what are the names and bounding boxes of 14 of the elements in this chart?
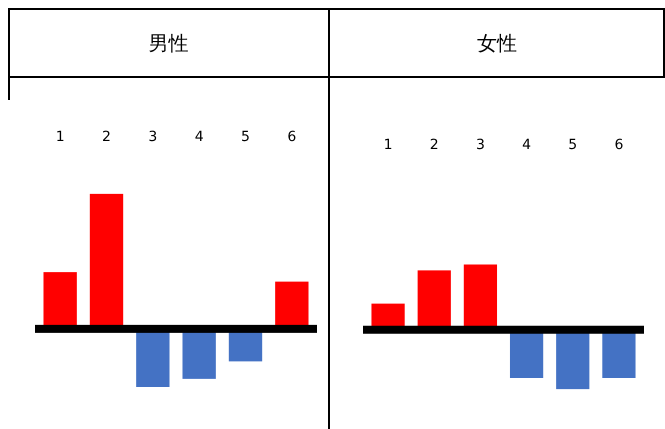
x-tick-label: 3 <box>148 129 158 146</box>
x-tick-label: 6 <box>287 129 296 146</box>
x-tick-label: 3 <box>476 137 485 154</box>
x-tick-label: 6 <box>614 137 624 154</box>
x-tick-label: 4 <box>194 129 204 146</box>
x-tick-label: 4 <box>522 137 532 154</box>
x-tick-label: 2 <box>102 129 111 146</box>
x-tick-label: 1 <box>384 137 393 154</box>
chart-title: 男性 <box>8 8 329 78</box>
chart-title: 女性 <box>329 8 665 78</box>
x-tick-label: 5 <box>241 129 250 146</box>
x-tick-label: 1 <box>56 129 65 146</box>
x-tick-label: 2 <box>430 137 439 154</box>
x-tick-label: 5 <box>568 137 578 154</box>
